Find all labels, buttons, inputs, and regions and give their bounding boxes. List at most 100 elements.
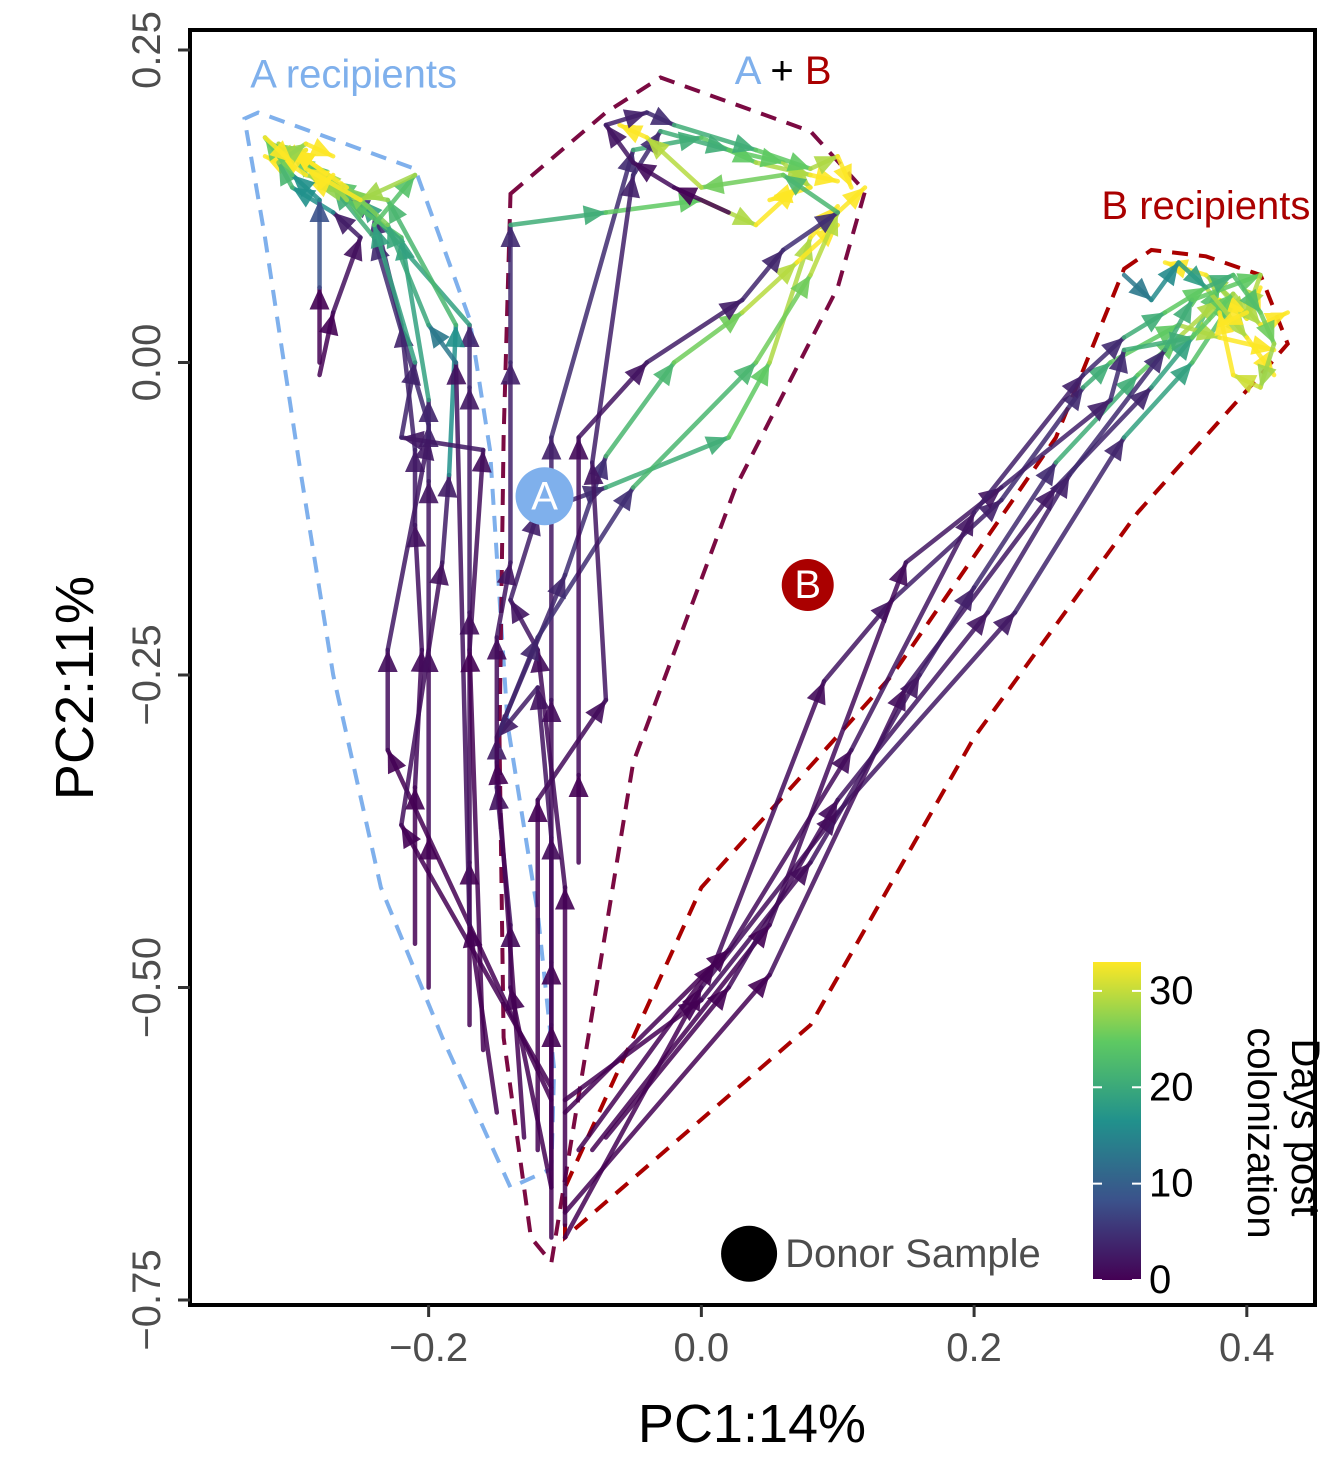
- x-tick-label: 0.0: [674, 1326, 730, 1370]
- trajectory-arrowhead: [731, 134, 756, 154]
- trajectory-segment: [562, 997, 704, 1103]
- trajectory-arrowhead: [992, 612, 1015, 636]
- trajectory-arrowhead: [541, 837, 562, 860]
- trajectory-arrowhead: [418, 837, 439, 860]
- trajectory-segment: [835, 610, 1018, 815]
- trajectory-arrowhead: [529, 687, 550, 711]
- trajectory-segment: [453, 360, 472, 928]
- trajectory-arrowhead: [1263, 312, 1288, 331]
- y-tick-label: 0.00: [125, 324, 169, 402]
- colorbar: [1093, 962, 1141, 1280]
- trajectory-arrowhead: [977, 487, 1002, 509]
- annotation-a-plus-b: A + B: [735, 49, 832, 93]
- trajectory-arrowhead: [1182, 265, 1206, 288]
- trajectory-arrowhead: [547, 575, 566, 600]
- trajectory-arrowhead: [1154, 325, 1179, 345]
- trajectory-arrowhead: [831, 750, 852, 774]
- trajectory-arrowhead: [520, 637, 539, 662]
- trajectory-arrowhead: [769, 184, 794, 204]
- trajectory-arrowhead: [833, 163, 852, 188]
- annotation-a-recipients: A recipients: [250, 53, 457, 97]
- trajectory-arrowhead: [955, 512, 975, 537]
- trajectories-layer: [262, 106, 1290, 1240]
- trajectory-a-6: [303, 166, 492, 1053]
- trajectory-arrowhead: [750, 362, 770, 387]
- trajectory-arrowhead: [1233, 375, 1258, 394]
- y-axis-title: PC2:11%: [45, 576, 105, 800]
- trajectory-arrowhead: [818, 800, 838, 824]
- trajectory-arrowhead: [707, 987, 729, 1011]
- trajectory-arrowhead: [1061, 375, 1084, 399]
- trajectory-arrowhead: [583, 462, 604, 485]
- trajectory-arrowhead: [788, 862, 811, 886]
- trajectory-b-24: [1121, 260, 1277, 394]
- trajectory-segment: [726, 747, 854, 953]
- trajectory-arrowhead: [428, 325, 450, 349]
- colorbar-tick-label: 30: [1149, 969, 1194, 1013]
- trajectory-segment: [385, 197, 459, 328]
- trajectory-arrowhead: [620, 175, 640, 199]
- trajectory-arrowhead: [786, 152, 811, 172]
- trajectory-arrowhead: [617, 150, 637, 174]
- trajectory-arrowhead: [393, 175, 415, 199]
- colorbar-ticks: 0 10 20 30: [1093, 969, 1194, 1302]
- trajectory-segment: [630, 360, 759, 490]
- trajectory-arrowhead: [500, 225, 521, 247]
- colorbar-tick-label: 20: [1149, 1065, 1194, 1109]
- trajectory-arrowhead: [418, 481, 439, 504]
- trajectory-segment: [849, 510, 977, 753]
- y-tick-label: −0.75: [125, 1249, 169, 1350]
- trajectory-ab-10: [508, 204, 840, 1228]
- trajectory-arrowhead: [460, 650, 481, 673]
- trajectory-segment: [1012, 435, 1127, 615]
- trajectory-ab-9: [541, 131, 840, 1240]
- trajectory-arrowhead: [1256, 319, 1275, 344]
- trajectory-segment: [590, 922, 772, 1153]
- trajectory-arrowhead: [1108, 350, 1128, 374]
- trajectory-arrowhead: [1239, 288, 1261, 313]
- trajectory-segment: [494, 760, 527, 1140]
- trajectory-arrowhead: [1157, 262, 1179, 287]
- trajectory-arrowhead: [309, 287, 330, 310]
- trajectory-arrowhead: [747, 975, 770, 999]
- trajectory-arrowhead: [387, 750, 407, 775]
- marker-a-label: A: [531, 474, 558, 518]
- trajectory-arrowhead: [568, 437, 589, 460]
- trajectory-arrowhead: [582, 205, 606, 226]
- trajectory-arrowhead: [1115, 375, 1138, 398]
- trajectory-arrowhead: [790, 275, 811, 299]
- trajectory-arrowhead: [1257, 363, 1277, 388]
- trajectory-arrowhead: [1104, 437, 1125, 462]
- trajectory-arrowhead: [370, 225, 390, 249]
- trajectory-arrowhead: [1173, 300, 1193, 325]
- trajectory-arrowhead: [842, 187, 865, 210]
- trajectory-segment: [712, 679, 827, 965]
- trajectory-arrowhead: [305, 168, 330, 189]
- trajectory-segment: [385, 435, 431, 653]
- trajectory-arrowhead: [605, 125, 627, 149]
- trajectory-arrowhead: [1141, 312, 1165, 333]
- trajectory-ab-12: [486, 185, 868, 1190]
- trajectory-arrowhead: [500, 362, 521, 385]
- trajectory-arrowhead: [1087, 362, 1111, 385]
- trajectory-arrowhead: [309, 138, 334, 157]
- trajectory-arrowhead: [318, 312, 339, 337]
- trajectory-arrowhead: [269, 140, 293, 163]
- x-tick-label: 0.2: [946, 1326, 1002, 1370]
- trajectory-b-20: [562, 294, 1250, 1103]
- trajectory-arrowhead: [1170, 362, 1193, 386]
- trajectory-arrowhead: [401, 430, 425, 451]
- annotation-ab-plus: +: [770, 49, 793, 93]
- trajectory-arrowhead: [585, 700, 606, 724]
- trajectory-b-23: [603, 272, 1264, 1140]
- trajectory-arrowhead: [646, 137, 670, 160]
- annotation-ab-a: A: [735, 49, 762, 93]
- marker-b: B: [781, 559, 834, 611]
- trajectory-arrowhead: [343, 237, 363, 262]
- trajectory-segment: [590, 460, 609, 703]
- colorbar-title: Days post colonization: [1239, 1027, 1327, 1238]
- trajectory-arrowhead: [387, 200, 407, 225]
- trajectory-arrowhead: [1214, 312, 1234, 337]
- trajectory-arrowhead: [899, 675, 920, 699]
- trajectory-a-8: [262, 135, 330, 365]
